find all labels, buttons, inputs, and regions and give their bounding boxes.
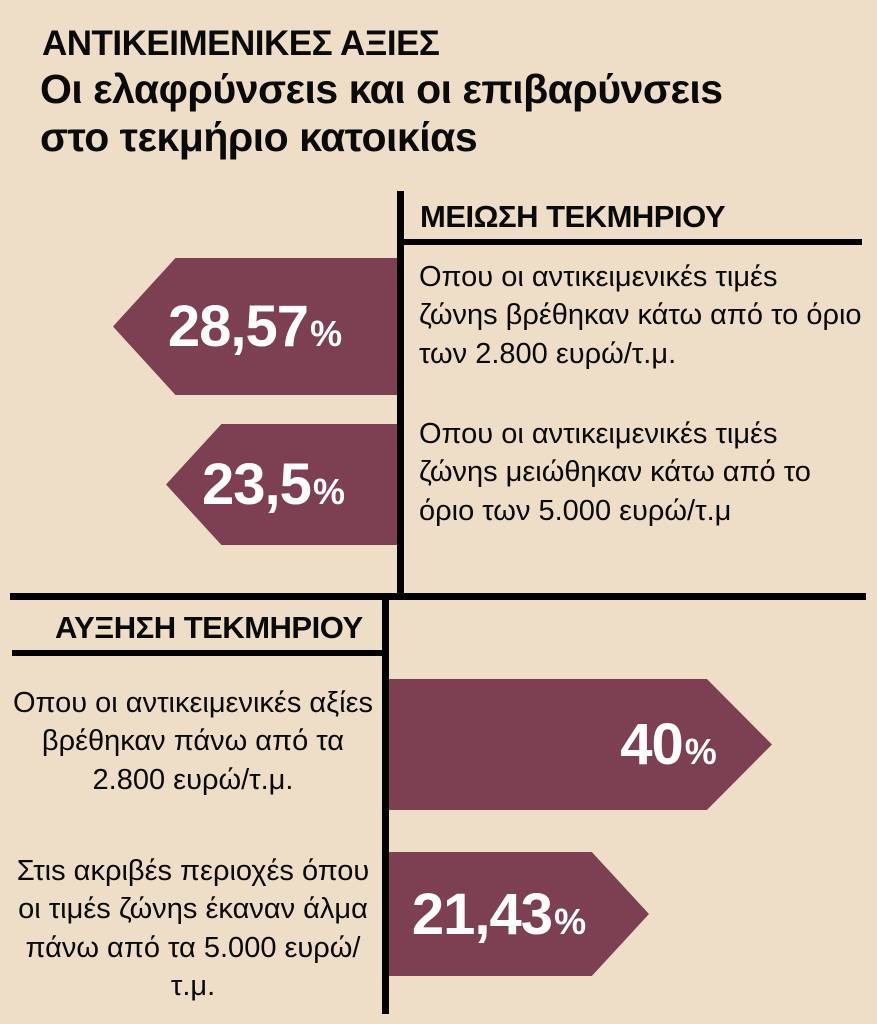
reduction-item-2-label: Οπου οι αντικειμενικέs τιμέs ζώνηs μειώθ… (419, 418, 811, 527)
percent-sign: % (684, 731, 717, 772)
percent-label: 23,5% (202, 451, 345, 518)
arrow-increase-40-pct: 40% (389, 679, 772, 810)
section-header-increase: ΑΥΞΗΣΗ ΤΕΚΜΗΡΙΟΥ (55, 610, 363, 645)
percent-sign: % (312, 471, 345, 512)
rule-under-increase-header (12, 650, 382, 656)
percent-sign: % (554, 900, 587, 942)
page-title-line1: Οι ελαφρύνσειs και οι επιβαρύνσειs (40, 66, 723, 112)
percent-value: 21,43 (411, 881, 553, 947)
percent-value: 28,57 (167, 294, 309, 359)
reduction-item-1-label: Οπου οι αντικειμενικέs τιμέs ζώνηs βρέθη… (419, 261, 862, 370)
divider-vertical-lower (382, 600, 389, 1014)
section-separator-line (10, 593, 866, 600)
arrow-increase-21-43-pct: 21,43% (389, 852, 649, 976)
page-title-line2: στο τεκμήριο κατοικίαs (40, 113, 478, 160)
percent-label: 21,43% (412, 881, 586, 948)
section-header-reduction: ΜΕΙΩΣΗ ΤΕΚΜΗΡΙΟΥ (420, 199, 726, 234)
page-title: Οι ελαφρύνσειs και οι επιβαρύνσειs στο τε… (40, 66, 723, 161)
rule-under-reduction-header (397, 239, 862, 245)
percent-value: 40 (620, 712, 684, 777)
percent-value: 23,5 (202, 452, 312, 517)
arrow-reduction-28-57-pct: 28,57% (113, 258, 397, 395)
arrow-reduction-23-5-pct: 23,5% (166, 424, 397, 545)
percent-label: 40% (620, 711, 717, 778)
divider-vertical-upper (397, 191, 404, 595)
percent-label: 28,57% (168, 293, 342, 360)
increase-item-2-label: Στιs ακριβέs περιοχέs όπου οι τιμέs ζώνη… (16, 855, 370, 1002)
increase-item-1-label: Οπου οι αντικειμενικέs αξίεs βρέθηκαν πά… (12, 687, 374, 796)
page-kicker: ΑΝΤΙΚΕΙΜΕΝΙΚΕΣ ΑΞΙΕΣ (42, 24, 440, 63)
percent-sign: % (310, 313, 343, 354)
